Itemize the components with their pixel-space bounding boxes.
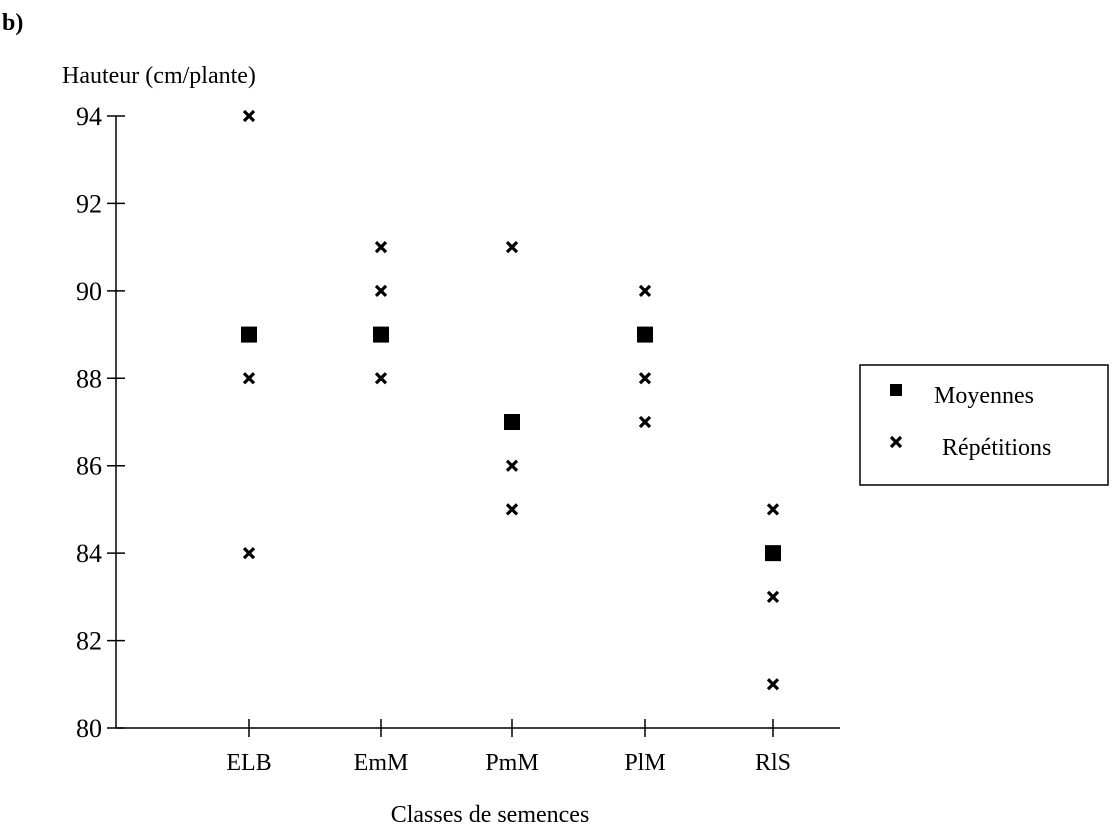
y-tick-label: 82 (76, 627, 102, 656)
repetition-point (505, 503, 519, 516)
repetition-point (374, 372, 388, 385)
legend-label-moyennes: Moyennes (934, 383, 1034, 409)
y-tick-label: 92 (76, 189, 102, 218)
y-tick-label: 94 (76, 102, 102, 131)
mean-point (504, 414, 520, 430)
axes (115, 116, 840, 729)
x-tick-label: PlM (624, 750, 665, 776)
legend-square-marker (890, 384, 902, 396)
panel-label: b) (2, 10, 23, 36)
repetition-point (766, 503, 780, 516)
x-tick-label: PmM (485, 750, 538, 776)
legend-label-repetitions: Répétitions (942, 435, 1051, 461)
x-tick-label: ELB (226, 750, 271, 776)
legend-x-glyph (889, 435, 903, 449)
repetition-point (374, 241, 388, 254)
y-axis-title: Hauteur (cm/plante) (62, 63, 256, 89)
repetition-point (638, 372, 652, 385)
mean-point (373, 326, 389, 343)
x-tick-label: RlS (755, 750, 791, 776)
repetition-point (638, 415, 652, 429)
mean-point (765, 545, 781, 562)
x-tick-label: EmM (354, 750, 409, 776)
mean-point (241, 326, 257, 343)
mean-point (637, 326, 653, 343)
y-axis-ticks: 80 82 84 86 88 90 92 94 (76, 102, 125, 743)
repetition-point (766, 590, 780, 603)
x-axis-ticks: ELB EmM PmM PlM RlS (226, 719, 791, 776)
y-tick-label: 90 (76, 277, 102, 306)
repetition-point (242, 547, 256, 560)
y-tick-label: 86 (76, 452, 102, 481)
repetition-point (766, 678, 780, 691)
legend: Moyennes Répétitions (859, 364, 1109, 486)
repetition-point (242, 372, 256, 385)
repetition-point (638, 284, 652, 297)
repetition-point (374, 284, 388, 297)
plot-marks (241, 109, 781, 691)
y-tick-label: 80 (76, 714, 102, 743)
x-axis-title: Classes de semences (391, 802, 590, 828)
repetition-point (505, 241, 519, 254)
repetition-point (242, 109, 256, 123)
y-tick-label: 88 (76, 364, 102, 393)
legend-x-marker (889, 435, 903, 449)
y-tick-label: 84 (76, 539, 102, 568)
repetition-point (505, 459, 519, 472)
